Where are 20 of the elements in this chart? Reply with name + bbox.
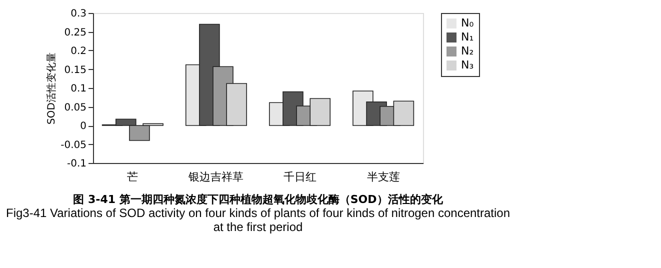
caption: 图 3-41 第一期四种氮浓度下四种植物超氧化物歧化酶（SOD）活性的变化: [73, 193, 444, 206]
legend-label: N₁: [461, 30, 474, 44]
y-tick-label: 0.05: [64, 102, 86, 114]
y-axis-title: SOD活性变化量: [46, 52, 58, 124]
legend-label: N₂: [461, 44, 474, 58]
x-tick-label: 银边吉祥草: [188, 170, 244, 184]
caption: Fig3-41 Variations of SOD activity on four kinds of plants of four kinds of nitrogen concentration at the first period: [6, 206, 510, 234]
legend-label: N₃: [461, 58, 474, 72]
y-tick-label: 0.3: [70, 8, 86, 20]
x-tick-label: 半支莲: [366, 170, 400, 184]
legend-label: N₀: [461, 16, 474, 30]
y-tick-label: 0.15: [64, 64, 86, 76]
y-tick-label: -0.05: [60, 140, 86, 151]
y-tick-label: 0: [80, 121, 86, 132]
y-tick-label: 0.25: [64, 27, 86, 38]
x-tick-label: 芒: [127, 170, 138, 184]
x-tick-label: 千日红: [283, 170, 316, 184]
y-tick-label: 0.1: [70, 84, 86, 94]
y-tick-label: 0.2: [70, 46, 86, 57]
y-tick-label: -0.1: [66, 158, 86, 170]
